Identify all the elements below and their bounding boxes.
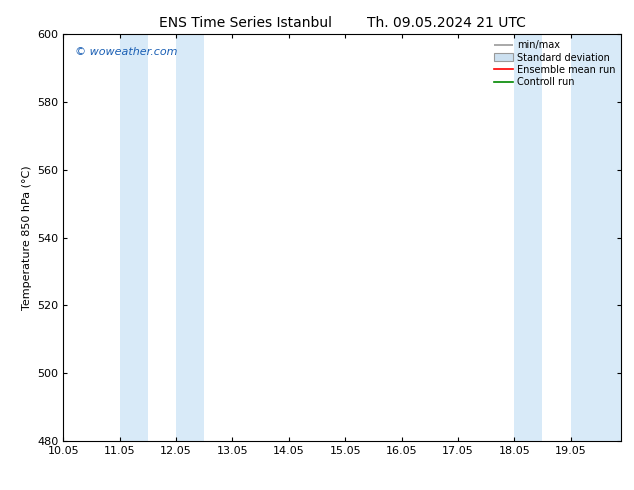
Title: ENS Time Series Istanbul        Th. 09.05.2024 21 UTC: ENS Time Series Istanbul Th. 09.05.2024 …	[159, 16, 526, 30]
Bar	[598, 34, 621, 441]
Bar	[514, 34, 543, 441]
Bar	[571, 34, 598, 441]
Bar	[120, 34, 148, 441]
Legend: min/max, Standard deviation, Ensemble mean run, Controll run: min/max, Standard deviation, Ensemble me…	[489, 36, 619, 91]
Text: © woweather.com: © woweather.com	[75, 47, 177, 56]
Y-axis label: Temperature 850 hPa (°C): Temperature 850 hPa (°C)	[22, 165, 32, 310]
Bar	[176, 34, 204, 441]
